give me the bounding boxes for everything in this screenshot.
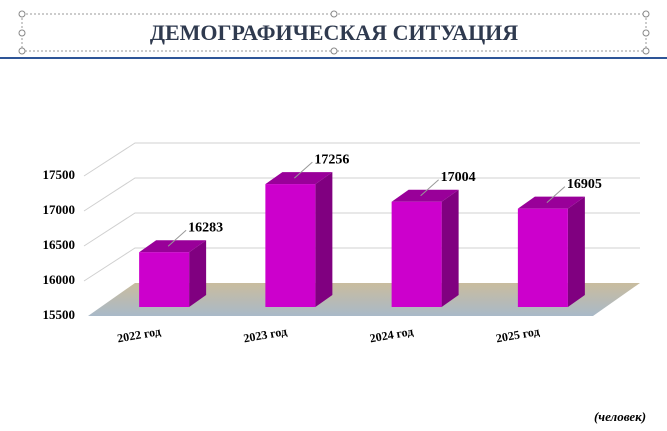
bar-front (391, 201, 442, 307)
chart-title: ДЕМОГРАФИЧЕСКАЯ СИТУАЦИЯ (150, 20, 518, 45)
bar-top (139, 240, 207, 253)
leader-line (294, 161, 313, 179)
value-label: 17256 (314, 152, 349, 167)
y-tick-label: 17500 (43, 167, 76, 182)
bar-top (517, 196, 585, 209)
bar-side (315, 172, 333, 307)
bar-front (265, 184, 316, 307)
bar-top (265, 172, 333, 185)
unit-note: (человек) (594, 409, 646, 424)
bar-top (391, 189, 459, 202)
leader-line (420, 179, 439, 197)
bar-front (517, 208, 568, 307)
value-label: 16283 (188, 220, 223, 235)
bar-side (567, 196, 585, 307)
x-tick-label: 2025 год (495, 324, 541, 345)
y-tick-label: 17000 (43, 202, 76, 217)
leader-line (167, 229, 187, 247)
grid-line (83, 212, 640, 247)
bar (517, 196, 585, 307)
value-label: 17004 (441, 170, 476, 185)
grid-line (83, 177, 640, 212)
leader-line (546, 186, 566, 204)
bar (265, 172, 333, 307)
bar-side (441, 189, 459, 307)
bar (139, 240, 207, 307)
bar (391, 189, 459, 307)
grid-line (83, 247, 640, 282)
floor (88, 283, 640, 316)
bar-front (139, 252, 190, 307)
x-tick-label: 2022 год (116, 324, 162, 345)
y-tick-label: 15500 (43, 307, 76, 322)
x-tick-label: 2024 год (369, 324, 415, 345)
value-label: 16905 (567, 177, 602, 192)
selection-handles (18, 10, 650, 55)
y-tick-label: 16000 (43, 272, 76, 287)
grid-line (83, 142, 640, 177)
x-tick-label: 2023 год (242, 324, 288, 345)
y-tick-label: 16500 (43, 237, 76, 252)
bar-side (189, 240, 207, 307)
